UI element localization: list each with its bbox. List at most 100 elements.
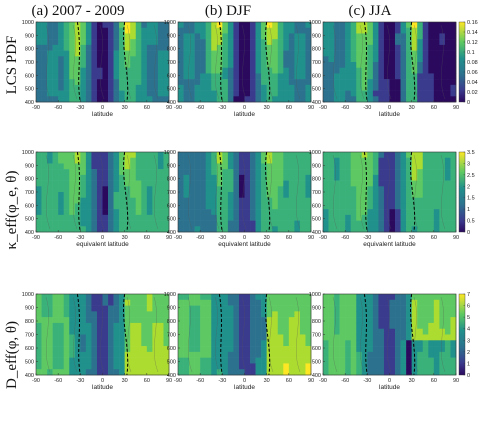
heat-cell [238,351,245,358]
dashed-boundary-south [218,151,223,233]
heat-cell [163,294,170,301]
heat-cell [130,220,137,227]
heat-cell [328,317,335,324]
heat-cell [444,220,451,227]
heat-cell [74,169,81,176]
heat-cell [102,50,109,57]
heat-cell [356,203,363,210]
heat-cell [345,299,352,306]
heat-cell [283,226,290,233]
heat-cell [211,33,218,40]
heat-cell [69,44,76,51]
heat-cell [383,90,390,97]
heat-cell [283,220,290,227]
heat-cell [194,299,201,306]
heat-cell [108,169,114,176]
heat-cell [130,157,137,164]
heat-cell [69,209,76,216]
heat-cell [85,44,92,51]
heat-cell [372,84,379,91]
heat-cell [141,62,148,69]
y-tick-label: 400 [312,373,321,379]
heat-cell [211,50,218,57]
heat-cell [194,311,201,318]
heat-cell [277,294,284,301]
heat-cell [244,186,251,193]
heat-cell [328,197,335,204]
heat-cell [261,67,267,74]
heat-cell [227,56,234,63]
heat-cell [345,192,352,199]
heat-cell [163,180,170,187]
heat-cell [141,317,148,324]
heat-cell [58,90,65,97]
heat-cell [36,334,42,341]
heat-cell [283,203,290,210]
heat-cell [119,56,125,63]
heat-cell [189,186,195,193]
heat-cell [406,203,412,210]
heat-cell [261,163,267,170]
heat-cell [417,157,424,164]
y-tick-label: 800 [25,319,34,325]
heat-cell [47,50,53,57]
heat-cell [108,186,114,193]
heat-cell [255,220,262,227]
heat-cell [108,357,114,364]
heat-cell [41,220,48,227]
heat-cell [444,351,451,358]
heat-cell [339,84,346,91]
heat-cell [200,322,207,330]
heat-cell [250,180,256,187]
heat-cell [334,369,340,376]
heat-cell [36,209,42,216]
heat-cell [157,220,164,227]
heat-cell [323,39,329,46]
heat-cell [178,90,184,97]
heat-cell [41,180,48,187]
heat-cell [222,180,229,187]
heat-cell [119,169,125,176]
heat-cell [277,334,284,341]
heat-cell [146,33,153,40]
heat-cell [96,73,103,80]
heat-cell [323,84,329,91]
heat-cell [108,214,114,221]
heat-cell [288,79,295,86]
heat-cell [205,152,212,159]
heat-cell [250,346,256,353]
heat-cell [283,209,290,216]
heat-cell [96,67,103,74]
heat-cell [119,27,125,34]
heat-cell [345,357,352,364]
heat-cell [211,180,218,187]
heat-cell [47,56,53,63]
heat-cell [58,180,65,187]
heat-cell [157,214,164,221]
heat-cell [283,50,290,57]
heat-cell [47,62,53,69]
heat-cell [439,152,446,159]
streamline [332,154,338,230]
heat-cell [378,90,385,97]
heat-cell [152,22,159,29]
heat-cell [238,317,245,324]
heat-cell [124,44,131,51]
heat-cell [450,33,457,40]
heat-cell [108,33,114,40]
heat-cell [119,346,125,353]
heat-cell [63,180,70,187]
heat-cell [227,96,234,103]
heat-cell [222,186,229,193]
heat-cell [41,299,48,306]
heat-cell [157,226,164,233]
heat-cell [194,39,201,46]
heat-cell [250,220,256,227]
heat-cell [266,50,273,57]
heat-cell [417,174,424,181]
heat-cell [47,186,53,193]
heat-cell [444,84,451,91]
colorbar-tick-label: 0.08 [467,60,478,66]
heat-cell [389,351,396,358]
heat-cell [183,186,190,193]
